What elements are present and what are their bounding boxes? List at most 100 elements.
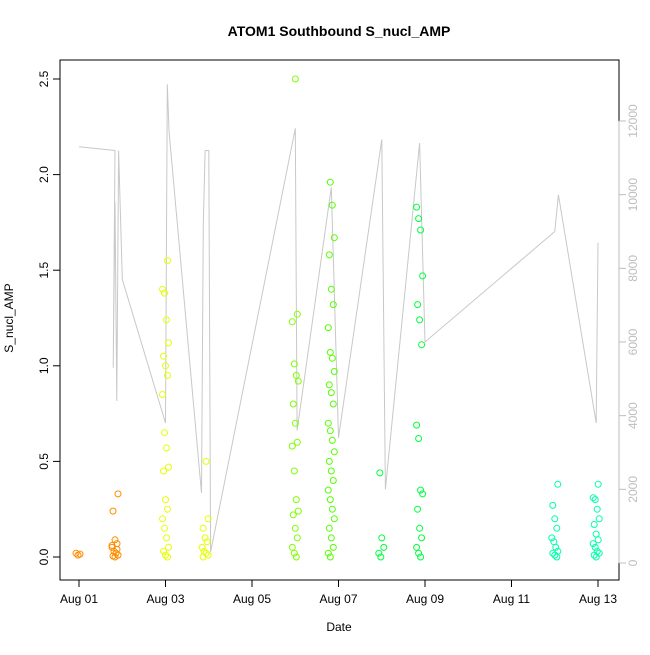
data-point [590, 551, 598, 559]
data-point [329, 301, 337, 309]
data-point [329, 543, 337, 551]
data-point [109, 507, 117, 515]
data-point [114, 490, 122, 498]
chart-title: ATOM1 Southbound S_nucl_AMP [228, 23, 451, 39]
data-point [159, 285, 166, 293]
data-point [417, 226, 425, 234]
data-point [592, 530, 600, 538]
data-point [375, 549, 383, 557]
data-point [72, 549, 80, 557]
data-point [290, 360, 298, 368]
data-point [417, 553, 425, 561]
data-point [330, 368, 338, 375]
data-point [288, 442, 296, 450]
x-tick-label: Aug 09 [406, 592, 444, 606]
x-tick-label: Aug 07 [319, 592, 357, 606]
data-point [552, 543, 560, 551]
data-point [325, 251, 333, 259]
data-point [330, 234, 338, 242]
data-point [330, 448, 338, 456]
data-point [551, 515, 559, 523]
data-point [162, 496, 169, 504]
data-point [164, 257, 171, 265]
data-point [161, 429, 168, 437]
data-point [418, 534, 426, 542]
x-tick-label: Aug 03 [146, 592, 184, 606]
data-point [161, 524, 168, 532]
data-point [164, 371, 171, 379]
data-point [291, 419, 299, 427]
data-point [594, 480, 602, 488]
data-point [329, 400, 337, 408]
data-point [164, 505, 171, 513]
data-point [326, 553, 334, 561]
data-point [289, 511, 297, 519]
axes: 0.0 0.5 1.0 1.5 2.0 2.5 Aug 01 Aug 03 Aug 05 Aug … [37, 70, 640, 606]
data-point [159, 515, 166, 523]
data-point [549, 549, 557, 557]
data-point [198, 543, 206, 551]
data-point [289, 400, 297, 408]
data-point [377, 553, 385, 561]
data-point [290, 467, 298, 475]
data-point [553, 524, 561, 532]
data-point [326, 178, 334, 186]
data-point [292, 496, 300, 504]
data-point [413, 203, 421, 211]
data-point [590, 521, 598, 528]
data-point [595, 515, 603, 523]
data-point [288, 543, 296, 551]
data-point [415, 549, 423, 557]
data-point [108, 542, 116, 549]
y2-tick-label: 6000 [626, 328, 640, 355]
data-point [329, 477, 337, 484]
data-point [162, 362, 169, 370]
data-point [554, 480, 562, 488]
y-tick-label: 1.5 [37, 262, 51, 279]
data-point [327, 389, 335, 397]
scatter-points [72, 75, 603, 561]
data-point [161, 289, 168, 297]
data-point [324, 419, 332, 427]
data-point [419, 490, 427, 498]
data-point [326, 427, 334, 435]
y-tick-label: 2.0 [37, 166, 51, 183]
data-point [376, 469, 384, 477]
data-point [294, 377, 302, 385]
data-point [551, 551, 559, 559]
data-point [326, 348, 334, 356]
data-point [293, 534, 301, 542]
data-point [592, 553, 600, 561]
data-point [378, 534, 386, 542]
data-point [111, 536, 119, 544]
data-point [327, 534, 335, 542]
y2-tick-label: 10000 [626, 178, 640, 212]
data-point [414, 505, 422, 513]
y2-tick-label: 4000 [626, 402, 640, 429]
data-point [327, 285, 335, 293]
y-tick-label: 0.0 [37, 548, 51, 565]
data-point [553, 553, 561, 561]
y-tick-label: 1.0 [37, 357, 51, 374]
data-point [589, 494, 597, 502]
data-point [202, 457, 210, 465]
data-point [165, 463, 172, 471]
data-point [327, 467, 335, 475]
data-point [413, 543, 421, 551]
data-point [163, 534, 170, 542]
x-tick-label: Aug 11 [493, 592, 530, 606]
data-point [591, 496, 599, 504]
y2-tick-label: 12000 [626, 104, 640, 138]
data-point [325, 524, 333, 532]
data-point [288, 318, 296, 326]
data-point [199, 553, 207, 561]
x-axis-label: Date [326, 620, 352, 634]
y2-tick-label: 0 [626, 559, 640, 566]
data-point [414, 301, 422, 309]
data-point [589, 540, 597, 548]
x-tick-label: Aug 13 [579, 592, 617, 606]
data-point [548, 534, 556, 542]
plot-frame [59, 59, 620, 581]
data-point [416, 316, 424, 324]
